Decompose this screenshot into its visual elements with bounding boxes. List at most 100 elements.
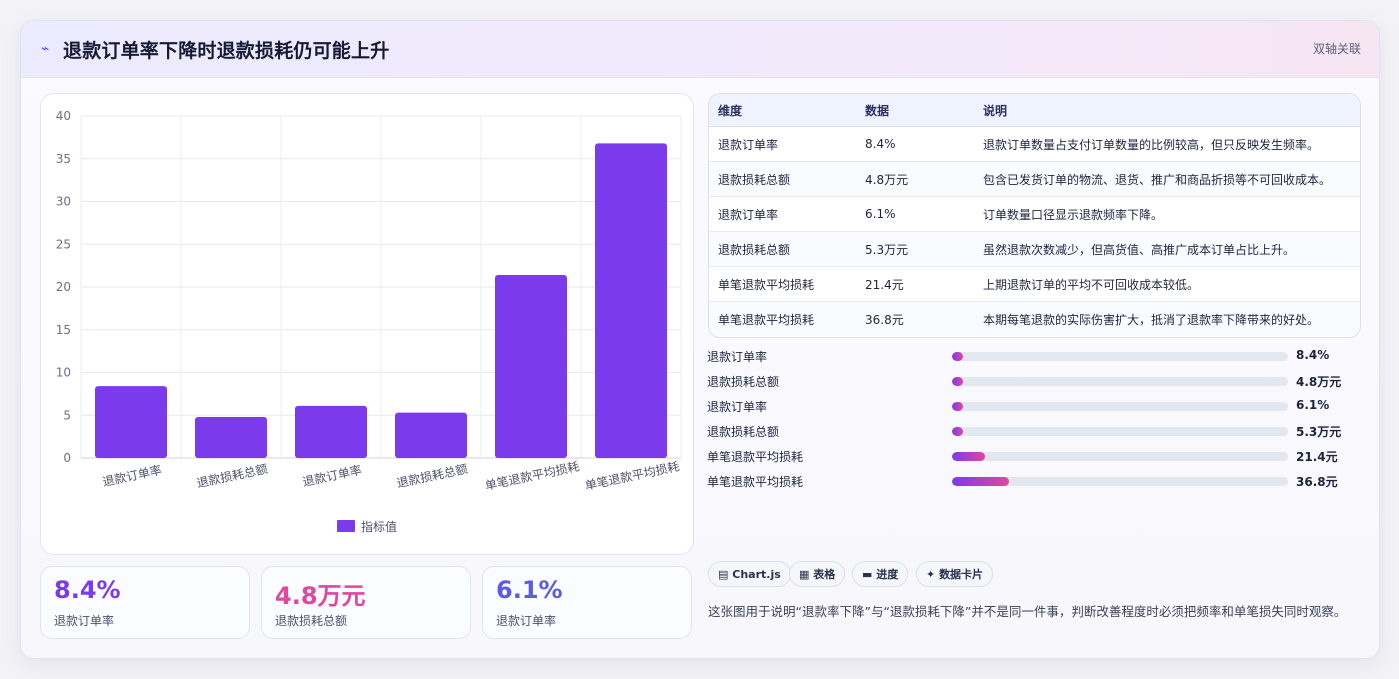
- y-tick-label: 0: [63, 451, 71, 465]
- main-card: ⌁ 退款订单率下降时退款损耗仍可能上升 双轴关联 0 5 10 15 20 25 30 35 4…: [20, 20, 1380, 659]
- table-cell: 退款损耗总额: [709, 231, 865, 267]
- bar: [195, 416, 267, 458]
- table-cell: 上期退款订单的平均不可回收成本较低。: [983, 266, 1360, 302]
- table-cell: 退款订单率: [709, 196, 865, 232]
- progress-value: 4.8万元: [1296, 375, 1342, 389]
- chip-chartjs[interactable]: ▤ Chart.js: [708, 561, 791, 587]
- y-tick-label: 40: [56, 109, 71, 123]
- progress-row: 单笔退款平均损耗 36.8元: [707, 471, 1357, 491]
- table-row: 退款损耗总额 5.3万元 虽然退款次数减少，但高货值、高推广成本订单占比上升。: [709, 231, 1360, 267]
- progress-label: 退款订单率: [707, 350, 768, 364]
- y-tick-label: 20: [56, 280, 71, 294]
- stat-value: 8.4%: [54, 576, 121, 604]
- progress-fill: [952, 352, 964, 361]
- table-cell: 退款订单数量占支付订单数量的比例较高，但只反映发生频率。: [983, 126, 1360, 162]
- sparkle-icon: ✦: [926, 568, 936, 581]
- progress-track: [952, 377, 1288, 386]
- table-cell: 退款损耗总额: [709, 161, 865, 197]
- stat-card-1: 8.4% 退款订单率: [40, 566, 250, 639]
- progress-track: [952, 427, 1288, 436]
- legend-label: 指标值: [361, 519, 397, 534]
- progress-fill: [952, 427, 964, 436]
- progress-track: [952, 402, 1288, 411]
- chip-label: 表格: [813, 568, 836, 581]
- y-tick-label: 35: [56, 152, 71, 166]
- progress-icon: ▬: [862, 568, 873, 581]
- chart-icon: ▤: [718, 568, 729, 581]
- y-tick-label: 25: [56, 237, 71, 251]
- progress-label: 退款损耗总额: [707, 375, 780, 389]
- description-note: 这张图用于说明“退款率下降”与“退款损耗下降”并不是同一件事，判断改善程度时必须…: [708, 604, 1347, 619]
- bar: [495, 275, 567, 458]
- column-header: 数据: [865, 94, 983, 127]
- progress-fill: [952, 402, 964, 411]
- chip-table[interactable]: ▦ 表格: [789, 561, 846, 587]
- table-cell: 虽然退款次数减少，但高货值、高推广成本订单占比上升。: [983, 231, 1360, 267]
- table-row: 退款订单率 8.4% 退款订单数量占支付订单数量的比例较高，但只反映发生频率。: [709, 126, 1360, 162]
- progress-value: 8.4%: [1296, 348, 1330, 362]
- x-tick-label: 退款损耗总额: [195, 462, 268, 491]
- y-tick-label: 5: [63, 408, 71, 422]
- card-header: ⌁ 退款订单率下降时退款损耗仍可能上升 双轴关联: [21, 21, 1379, 78]
- bar: [595, 143, 667, 459]
- y-tick-label: 30: [56, 195, 71, 209]
- legend-swatch: [337, 520, 355, 532]
- stat-card-2: 4.8万元 退款损耗总额: [261, 566, 471, 639]
- bar: [95, 386, 167, 458]
- table-header-row: 维度 数据 说明: [709, 94, 1360, 127]
- progress-fill: [952, 377, 964, 386]
- chip-label: 进度: [876, 568, 899, 581]
- table-icon: ▦: [799, 568, 810, 581]
- table-cell: 8.4%: [865, 126, 983, 162]
- table-row: 退款损耗总额 4.8万元 包含已发货订单的物流、退货、推广和商品折损等不可回收成…: [709, 161, 1360, 197]
- progress-fill: [952, 452, 985, 461]
- x-tick-label: 退款损耗总额: [395, 462, 468, 491]
- progress-value: 5.3万元: [1296, 425, 1342, 439]
- data-table: 维度 数据 说明 退款订单率 8.4% 退款订单数量占支付订单数量的比例较高，但…: [708, 93, 1361, 338]
- header-tag: 双轴关联: [1312, 42, 1361, 56]
- stat-label: 退款损耗总额: [275, 614, 348, 628]
- chip-label: Chart.js: [732, 568, 781, 581]
- chip-label: 数据卡片: [939, 568, 984, 581]
- progress-value: 36.8元: [1296, 475, 1338, 489]
- y-tick-label: 10: [56, 366, 71, 380]
- progress-row: 单笔退款平均损耗 21.4元: [707, 446, 1357, 466]
- chip-data-card[interactable]: ✦ 数据卡片: [916, 561, 994, 587]
- table-cell: 36.8元: [865, 301, 983, 336]
- x-tick-label: 退款订单率: [301, 462, 363, 489]
- stat-label: 退款订单率: [54, 614, 115, 628]
- x-tick-label: 单笔退款平均损耗: [584, 458, 681, 493]
- progress-row: 退款订单率 6.1%: [707, 396, 1357, 416]
- progress-row: 退款损耗总额 5.3万元: [707, 421, 1357, 441]
- progress-value: 6.1%: [1296, 398, 1330, 412]
- table-cell: 单笔退款平均损耗: [709, 266, 865, 302]
- progress-row: 退款损耗总额 4.8万元: [707, 371, 1357, 391]
- x-tick-label: 单笔退款平均损耗: [484, 458, 581, 493]
- progress-fill: [952, 477, 1010, 486]
- chip-progress[interactable]: ▬ 进度: [852, 561, 909, 587]
- progress-row: 退款订单率 8.4%: [707, 346, 1357, 366]
- table-cell: 包含已发货订单的物流、退货、推广和商品折损等不可回收成本。: [983, 161, 1360, 197]
- stat-value: 4.8万元: [275, 582, 366, 610]
- table-cell: 4.8万元: [865, 161, 983, 197]
- progress-label: 单笔退款平均损耗: [707, 450, 804, 464]
- x-tick-label: 退款订单率: [101, 462, 163, 489]
- table-cell: 单笔退款平均损耗: [709, 301, 865, 336]
- table-row: 单笔退款平均损耗 36.8元 本期每笔退款的实际伤害扩大，抵消了退款率下降带来的…: [709, 301, 1360, 336]
- progress-track: [952, 452, 1288, 461]
- progress-value: 21.4元: [1296, 450, 1338, 464]
- table-row: 退款订单率 6.1% 订单数量口径显示退款频率下降。: [709, 196, 1360, 232]
- bar: [395, 412, 467, 458]
- progress-track: [952, 477, 1288, 486]
- table-cell: 退款订单率: [709, 126, 865, 162]
- table-cell: 6.1%: [865, 196, 983, 232]
- table-row: 单笔退款平均损耗 21.4元 上期退款订单的平均不可回收成本较低。: [709, 266, 1360, 302]
- progress-label: 退款损耗总额: [707, 425, 780, 439]
- progress-track: [952, 352, 1288, 361]
- bar-chart: 0 5 10 15 20 25 30 35 40 退款订单率 退款损耗总额 退款订单率 退款损耗总额 单笔…: [40, 93, 694, 555]
- stat-value: 6.1%: [496, 576, 563, 604]
- table-cell: 5.3万元: [865, 231, 983, 267]
- progress-label: 单笔退款平均损耗: [707, 475, 804, 489]
- bar: [295, 405, 367, 458]
